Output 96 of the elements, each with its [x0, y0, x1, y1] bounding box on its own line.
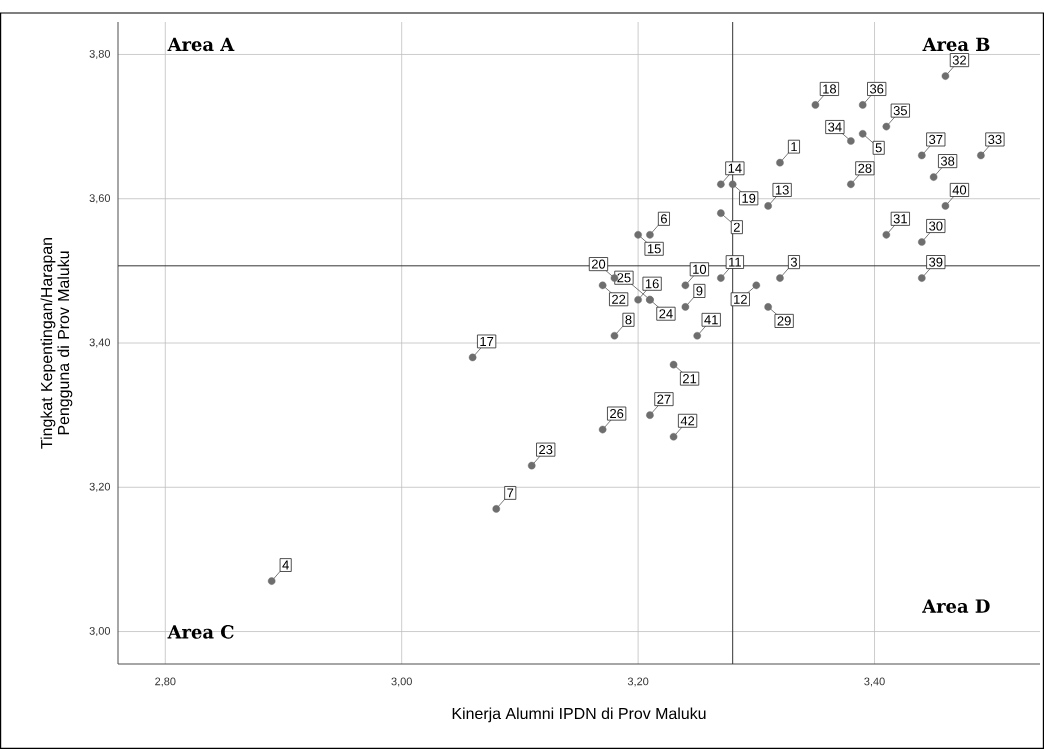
- annotation: 5: [875, 143, 882, 153]
- annotation: 20: [591, 259, 606, 269]
- point: [882, 122, 891, 131]
- point: [598, 425, 607, 434]
- annotation: 32: [952, 55, 966, 65]
- annotation: 17: [480, 336, 494, 346]
- y-tick-label: 3,40: [89, 338, 111, 348]
- annotation: 12: [734, 294, 747, 304]
- point: [941, 202, 950, 210]
- annotation: 10: [693, 264, 707, 274]
- annotation: 31: [893, 214, 907, 224]
- point: [646, 231, 654, 239]
- annotation: 35: [893, 106, 907, 116]
- annotation: Area C: [167, 625, 234, 639]
- point: [882, 231, 891, 239]
- annotation: 2: [733, 222, 740, 232]
- annotation: 33: [988, 134, 1002, 145]
- point: [764, 202, 772, 210]
- point: [858, 101, 867, 109]
- annotation: 28: [858, 163, 872, 173]
- point: [776, 274, 784, 282]
- y-tick-label: 3,00: [89, 627, 111, 637]
- point: [847, 180, 855, 189]
- point: [811, 101, 820, 109]
- point: [764, 303, 772, 311]
- annotation: 11: [729, 257, 741, 267]
- annotation: 3: [790, 257, 797, 267]
- point: [610, 332, 619, 340]
- annotation: 19: [742, 193, 756, 203]
- y-tick-label: 3,20: [89, 482, 111, 492]
- annotation: 40: [952, 185, 967, 195]
- point: [858, 130, 867, 138]
- annotation: 34: [828, 122, 842, 132]
- annotation: 22: [612, 294, 626, 304]
- annotation: 27: [657, 394, 671, 404]
- point: [717, 180, 725, 189]
- annotation: 7: [507, 488, 514, 498]
- point: [527, 461, 536, 470]
- point: [941, 72, 950, 80]
- annotation: 8: [625, 315, 632, 325]
- point: [929, 173, 938, 181]
- annotation: 1: [791, 142, 797, 152]
- point: [918, 238, 926, 246]
- point: [681, 303, 690, 311]
- annotation: 16: [645, 279, 659, 289]
- annotation: 29: [777, 316, 791, 326]
- point: [728, 180, 737, 189]
- annotation: Area A: [167, 37, 235, 52]
- point: [847, 137, 855, 145]
- annotation: 36: [870, 84, 884, 94]
- x-tick-label: 3,00: [391, 677, 412, 687]
- point: [918, 151, 926, 160]
- x-tick-label: 3,20: [627, 677, 649, 687]
- annotation: 37: [929, 134, 943, 145]
- point: [492, 505, 501, 513]
- annotation: 24: [659, 309, 673, 319]
- point: [634, 231, 642, 239]
- x-axis-title: Kinerja Alumni IPDN di Prov Maluku: [452, 707, 706, 723]
- annotation: 38: [940, 156, 955, 166]
- point: [681, 281, 690, 290]
- annotation: 6: [660, 214, 667, 224]
- annotation: 42: [680, 416, 695, 426]
- y-tick-label: 3,60: [89, 194, 111, 204]
- point: [977, 151, 985, 160]
- x-tick-label: 2,80: [155, 677, 176, 687]
- point: [669, 360, 678, 369]
- annotation: 30: [929, 221, 943, 231]
- annotation: 21: [683, 374, 697, 384]
- point: [776, 158, 784, 167]
- point: [468, 353, 477, 362]
- annotation: 41: [704, 315, 718, 325]
- annotation: 15: [647, 244, 661, 254]
- annotation: 4: [282, 560, 289, 570]
- point: [646, 411, 654, 419]
- y-tick-label: 3,80: [89, 49, 111, 59]
- point: [669, 432, 678, 441]
- annotation: Area B: [922, 37, 990, 52]
- point: [267, 577, 276, 585]
- annotation: 18: [823, 84, 837, 94]
- annotation: 26: [610, 408, 624, 419]
- point: [598, 281, 607, 290]
- point: [717, 209, 725, 217]
- annotation: 9: [696, 286, 703, 296]
- annotation: 14: [728, 163, 742, 173]
- annotation: 23: [539, 445, 553, 455]
- point: [717, 274, 725, 282]
- annotation: 25: [617, 273, 631, 283]
- point: [918, 274, 926, 282]
- annotation: Area D: [922, 599, 990, 613]
- y-axis-title: Tingkat Kepentingan/Harapan Pengguna di Prov Maluku: [40, 238, 73, 449]
- annotation: 13: [775, 185, 789, 195]
- point: [693, 332, 701, 340]
- x-tick-label: 3,40: [864, 677, 885, 687]
- annotation: 39: [929, 257, 943, 267]
- point: [634, 295, 642, 304]
- point: [752, 281, 761, 290]
